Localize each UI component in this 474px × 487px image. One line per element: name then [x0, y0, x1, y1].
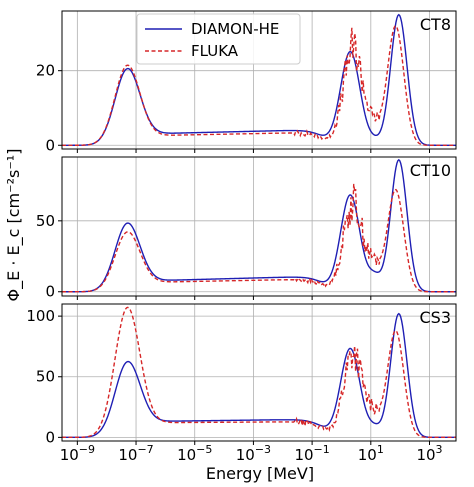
legend: DIAMON-HE FLUKA [136, 13, 301, 65]
y-tick-label: 50 [36, 368, 55, 386]
y-tick-label: 0 [45, 428, 55, 446]
x-tick-label: 10−1 [294, 443, 329, 464]
x-axis-label: Energy [MeV] [206, 464, 314, 483]
x-tick-label: 10−3 [236, 443, 271, 464]
series-line-fluka-ct8 [62, 25, 456, 146]
panel-label: CT8 [420, 15, 451, 34]
panel-ct8: 0 20 CT8 [36, 10, 457, 154]
y-tick-label: 50 [36, 212, 55, 230]
series-line-diamon-he-ct10 [62, 158, 456, 293]
plot-frame [61, 10, 457, 150]
y-tick-label: 100 [26, 307, 55, 325]
legend-entry: DIAMON-HE [191, 20, 279, 38]
legend-entry: FLUKA [191, 42, 239, 60]
y-tick-label: 0 [45, 136, 55, 154]
x-tick-label: 10−9 [60, 443, 95, 464]
panel-label: CS3 [419, 308, 451, 327]
series-line-diamon-he-cs3 [62, 312, 456, 439]
series-line-diamon-he-ct8 [62, 13, 456, 146]
y-tick-label: 20 [36, 62, 55, 80]
panel-label: CT10 [410, 161, 451, 180]
series-line-fluka-cs3 [62, 306, 456, 439]
panel-cs3: 0 50 100 CS3 [26, 303, 457, 446]
x-tick-label: 101 [358, 443, 384, 464]
series-line-fluka-ct10 [62, 183, 456, 293]
plot-frame [61, 303, 457, 442]
grid [62, 157, 456, 296]
plot-frame [61, 156, 457, 297]
grid [62, 304, 456, 441]
y-axis-label: Φ_E · E_c [cm⁻²s⁻¹] [4, 149, 24, 302]
y-tick-label: 0 [45, 283, 55, 301]
panel-ct10: 0 50 CT10 [36, 156, 457, 301]
x-tick-label: 103 [416, 443, 442, 464]
x-tick-label: 10−7 [118, 443, 153, 464]
x-tick-label: 10−5 [177, 443, 212, 464]
